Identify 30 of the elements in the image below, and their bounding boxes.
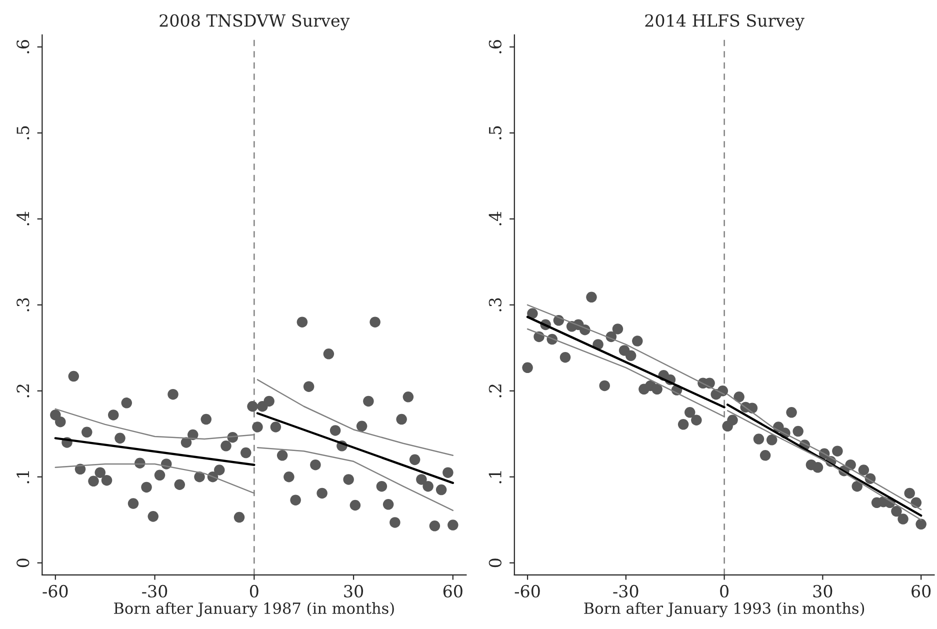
y-tick-label: .4 (488, 212, 502, 226)
y-tick-label: .5 (16, 126, 30, 140)
line-series (256, 379, 454, 456)
x-tick-label: -30 (613, 584, 638, 598)
x-tick-label: -30 (142, 584, 168, 598)
x-axis-title: Born after January 1987 (in months) (114, 602, 394, 618)
y-tick-label: 0 (488, 558, 502, 568)
x-tick-label: 0 (250, 584, 258, 598)
x-tick-label: 60 (443, 584, 462, 598)
chart-title: 2008 TNSDVW Survey (160, 14, 350, 30)
y-tick-label: .1 (16, 471, 30, 484)
x-tick-label: -60 (42, 584, 68, 598)
y-tick-label: .6 (488, 40, 502, 54)
y-tick-label: 0 (16, 558, 30, 568)
x-tick-label: 60 (912, 584, 931, 598)
x-tick-label: 30 (344, 584, 364, 598)
y-tick-label: .1 (488, 471, 502, 484)
x-tick-label: -60 (514, 584, 540, 598)
x-tick-label: 0 (720, 584, 728, 598)
y-tick-label: .3 (16, 298, 30, 312)
y-tick-label: .2 (16, 384, 30, 398)
y-tick-label: .2 (488, 384, 502, 398)
y-tick-label: .5 (489, 126, 502, 140)
chart-title: 2014 HLFS Survey (645, 14, 804, 30)
x-tick-label: 30 (813, 584, 832, 598)
y-tick-label: .6 (16, 40, 30, 54)
x-axis-title: Born after January 1993 (in months) (584, 602, 864, 618)
y-tick-label: .3 (488, 298, 502, 312)
line-series (256, 447, 454, 512)
y-tick-label: .4 (16, 212, 30, 226)
